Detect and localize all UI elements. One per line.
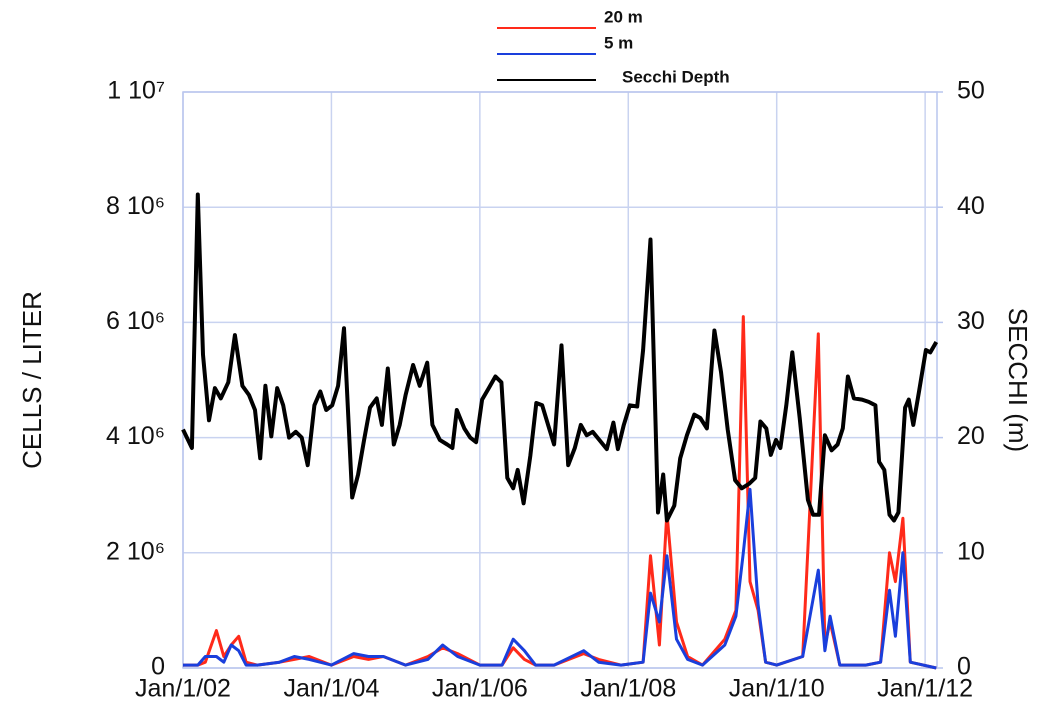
y2-axis-label: SECCHI (m) xyxy=(1003,308,1033,452)
y-tick-label: 2 10⁶ xyxy=(106,537,165,565)
x-tick-label: Jan/1/10 xyxy=(729,675,825,702)
y2-tick-label: 30 xyxy=(957,307,985,335)
y-tick-label: 0 xyxy=(151,653,165,681)
y2-tick-label: 40 xyxy=(957,192,985,220)
y-tick-label: 6 10⁶ xyxy=(106,307,165,335)
y-tick-label: 4 10⁶ xyxy=(106,422,165,450)
x-tick-label: Jan/1/04 xyxy=(283,675,379,702)
y2-tick-label: 0 xyxy=(957,653,971,681)
x-tick-label: Jan/1/02 xyxy=(135,675,231,702)
y-axis-label: CELLS / LITER xyxy=(17,291,47,469)
x-tick-label: Jan/1/06 xyxy=(432,675,528,702)
x-tick-label: Jan/1/12 xyxy=(877,675,973,702)
legend-label: 5 m xyxy=(604,33,633,52)
x-tick-label: Jan/1/08 xyxy=(580,675,676,702)
y2-tick-label: 10 xyxy=(957,537,985,565)
y2-tick-label: 20 xyxy=(957,422,985,450)
y2-tick-label: 50 xyxy=(957,77,985,105)
series-line xyxy=(181,192,939,523)
legend-label: Secchi Depth xyxy=(622,67,730,86)
y-tick-label: 8 10⁶ xyxy=(106,192,165,220)
series-line xyxy=(183,487,937,670)
legend-label: 20 m xyxy=(604,7,643,26)
y-tick-label: 1 10⁷ xyxy=(107,77,165,105)
plot-frame xyxy=(182,91,938,669)
